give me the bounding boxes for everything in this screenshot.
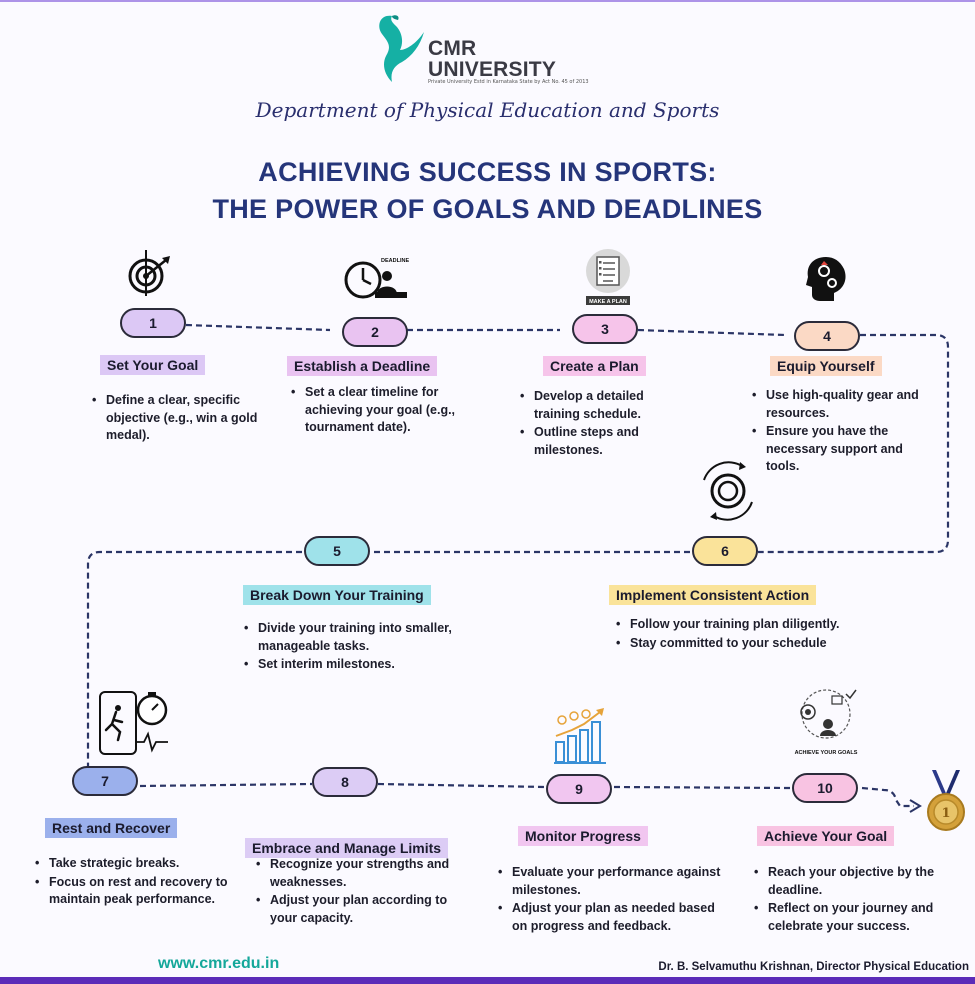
step-6-title: Implement Consistent Action	[609, 585, 817, 605]
bullet-item: Reach your objective by the deadline.	[752, 864, 964, 899]
logo-line1: CMR	[428, 37, 477, 60]
step-6-badge: 6	[692, 536, 758, 566]
bullet-item: Take strategic breaks.	[33, 855, 228, 873]
bullet-item: Recognize your strengths and weaknesses.	[254, 856, 469, 891]
bullet-item: Adjust your plan according to your capac…	[254, 892, 469, 927]
checklist-plan-icon: MAKE A PLAN	[586, 249, 630, 305]
bullet-item: Set interim milestones.	[242, 656, 492, 674]
step-7-badge: 7	[72, 766, 138, 796]
phone-stopwatch-runner-icon	[99, 691, 168, 755]
step-9-items: Evaluate your performance against milest…	[496, 864, 731, 936]
step-8-title: Embrace and Manage Limits	[245, 838, 449, 858]
step-9-title: Monitor Progress	[518, 826, 648, 846]
bottom-accent-bar	[0, 977, 975, 984]
step-10-badge: 10	[792, 773, 858, 803]
deadline-clock-icon: DEADLINE	[344, 258, 409, 299]
department-name: Department of Physical Education and Spo…	[255, 98, 720, 122]
make-a-plan-icon-text: MAKE A PLAN	[589, 299, 627, 305]
bullet-item: Stay committed to your schedule	[614, 635, 864, 653]
step-10-title: Achieve Your Goal	[757, 826, 895, 846]
achieve-goals-icon: ACHIEVE YOUR GOALS	[795, 689, 858, 756]
step-4-badge: 4	[794, 321, 860, 351]
step-1-items: Define a clear, specific objective (e.g.…	[90, 392, 270, 446]
bullet-item: Divide your training into smaller, manag…	[242, 620, 492, 655]
bullet-item: Ensure you have the necessary support an…	[750, 423, 920, 476]
medal-number: 1	[941, 806, 950, 821]
step-5-items: Divide your training into smaller, manag…	[242, 620, 492, 675]
top-border	[0, 0, 975, 2]
head-gears-icon	[806, 257, 846, 301]
achieve-goals-icon-text: ACHIEVE YOUR GOALS	[795, 750, 858, 756]
bullet-item: Set a clear timeline for achieving your …	[289, 384, 479, 437]
step-9-badge: 9	[546, 774, 612, 804]
bullet-item: Reflect on your journey and celebrate yo…	[752, 900, 964, 935]
team-growth-chart-icon	[554, 708, 606, 764]
deadline-icon-text: DEADLINE	[381, 258, 409, 264]
title-line-1: ACHIEVING SUCCESS IN SPORTS:	[258, 157, 717, 187]
step-8-items: Recognize your strengths and weaknesses.…	[254, 856, 469, 928]
step-2-items: Set a clear timeline for achieving your …	[289, 384, 479, 438]
logo-line2: UNIVERSITY	[428, 58, 557, 81]
step-3-badge: 3	[572, 314, 638, 344]
bullet-item: Evaluate your performance against milest…	[496, 864, 731, 899]
step-1-title: Set Your Goal	[100, 355, 206, 375]
step-8-badge: 8	[312, 767, 378, 797]
bullet-item: Use high-quality gear and resources.	[750, 387, 920, 422]
bullet-item: Follow your training plan diligently.	[614, 616, 864, 634]
logo-wordmark: CMR UNIVERSITY	[428, 38, 556, 80]
step-3-items: Develop a detailed training schedule.Out…	[518, 388, 668, 460]
title-line-2: THE POWER OF GOALS AND DEADLINES	[212, 194, 763, 224]
step-7-title: Rest and Recover	[45, 818, 178, 838]
step-6-items: Follow your training plan diligently.Sta…	[614, 616, 864, 653]
cycle-target-icon	[703, 461, 753, 521]
step-2-badge: 2	[342, 317, 408, 347]
step-1-badge: 1	[120, 308, 186, 338]
step-3-title: Create a Plan	[543, 356, 646, 376]
bullet-item: Outline steps and milestones.	[518, 424, 668, 459]
gold-medal-icon: 1	[927, 770, 965, 831]
target-icon	[128, 250, 170, 296]
step-10-items: Reach your objective by the deadline.Ref…	[752, 864, 964, 936]
step-7-items: Take strategic breaks.Focus on rest and …	[33, 855, 228, 910]
step-5-badge: 5	[304, 536, 370, 566]
bullet-item: Adjust your plan as needed based on prog…	[496, 900, 731, 935]
bullet-item: Focus on rest and recovery to maintain p…	[33, 874, 228, 909]
footer-url-link[interactable]: www.cmr.edu.in	[158, 955, 280, 972]
step-2-title: Establish a Deadline	[287, 356, 438, 376]
logo-subtitle: Private University Estd in Karnataka Sta…	[428, 79, 589, 85]
step-4-items: Use high-quality gear and resources.Ensu…	[750, 387, 920, 477]
footer-credit: Dr. B. Selvamuthu Krishnan, Director Phy…	[658, 961, 969, 973]
swan-logo-icon	[379, 15, 424, 82]
step-5-title: Break Down Your Training	[243, 585, 431, 605]
step-4-title: Equip Yourself	[770, 356, 882, 376]
bullet-item: Define a clear, specific objective (e.g.…	[90, 392, 270, 445]
bullet-item: Develop a detailed training schedule.	[518, 388, 668, 423]
cmr-logo: CMR UNIVERSITY Private University Estd i…	[372, 10, 602, 86]
